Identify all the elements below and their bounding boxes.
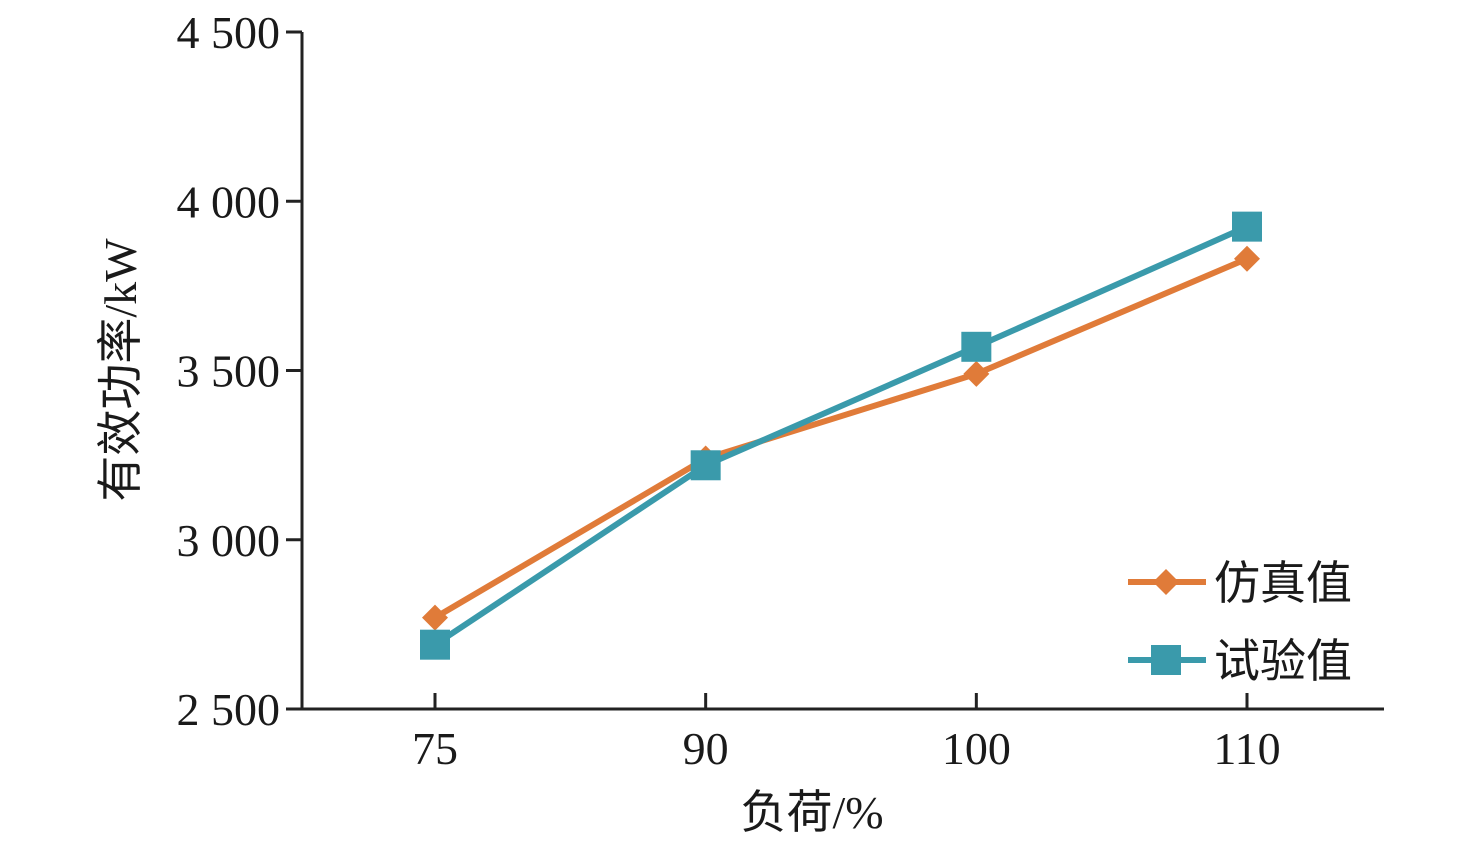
x-axis-ticks: 75 90 100 110: [412, 693, 1281, 774]
y-tick-label: 4 500: [177, 7, 281, 58]
series-line: [433, 256, 1249, 621]
y-axis-title: 有效功率/kW: [95, 238, 146, 502]
data-point: [961, 331, 992, 362]
legend-item: 仿真值: [1128, 558, 1352, 609]
legend-marker: [1153, 569, 1179, 595]
x-tick-label: 75: [412, 723, 458, 774]
legend-item: 试验值: [1128, 636, 1352, 687]
legend-label: 仿真值: [1214, 558, 1352, 609]
x-axis-title: 负荷/%: [740, 787, 883, 838]
data-point: [1232, 211, 1262, 242]
legend-marker: [1151, 645, 1181, 675]
y-tick-label: 3 500: [177, 346, 281, 397]
x-tick-label: 90: [683, 723, 729, 774]
data-point: [963, 360, 990, 387]
x-tick-label: 110: [1213, 723, 1280, 774]
series-line: [433, 223, 1249, 648]
data-point: [422, 604, 448, 631]
data-point: [690, 450, 721, 481]
y-tick-label: 4 000: [177, 176, 281, 227]
y-axis-ticks: 2 500 3 000 3 500 4 000 4 500: [177, 7, 302, 735]
series-layer: [420, 211, 1262, 660]
y-tick-label: 2 500: [177, 684, 281, 735]
y-tick-label: 3 000: [177, 515, 281, 566]
legend-label: 试验值: [1214, 636, 1352, 687]
series-2: [420, 211, 1262, 660]
data-point: [420, 629, 450, 660]
data-point: [1234, 245, 1260, 272]
x-tick-label: 100: [942, 723, 1011, 774]
